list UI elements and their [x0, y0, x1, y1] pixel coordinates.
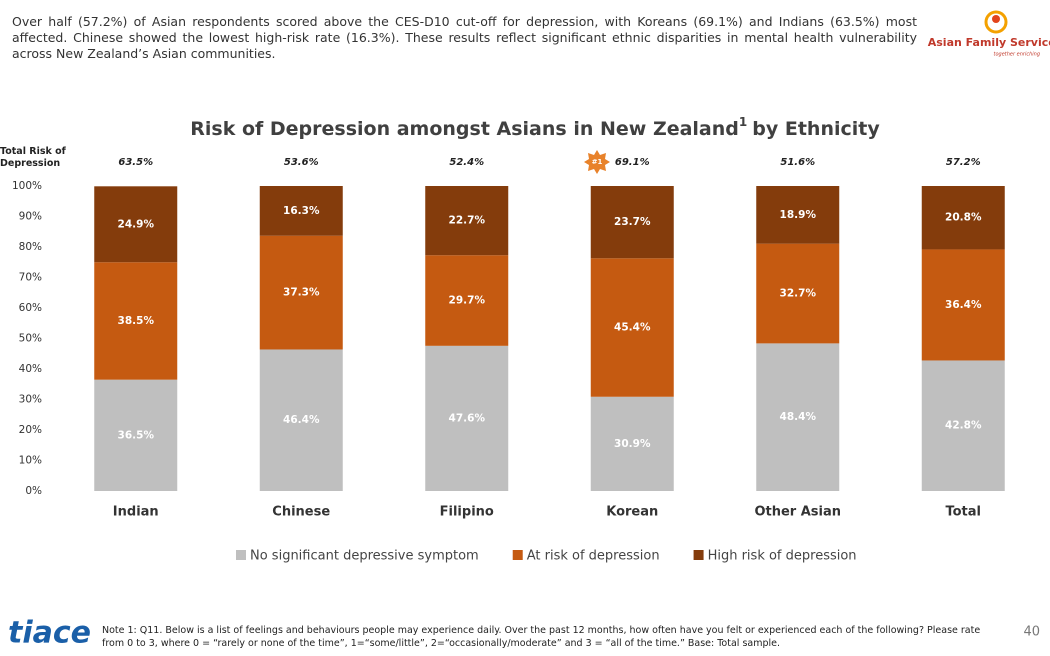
- value-label: 24.9%: [118, 218, 155, 230]
- value-label: 42.8%: [945, 420, 982, 432]
- legend-swatch: [236, 550, 246, 560]
- y-tick-label: 20%: [19, 424, 42, 436]
- x-tick-label: Chinese: [272, 505, 330, 520]
- logo-tagline: together enriching: [994, 52, 1040, 58]
- bar-segment: [756, 343, 840, 491]
- x-tick-label: Other Asian: [754, 505, 841, 520]
- value-label: 38.5%: [118, 315, 155, 327]
- y-tick-label: 90%: [19, 211, 42, 223]
- value-label: 20.8%: [945, 212, 982, 224]
- y-tick-label: 100%: [12, 180, 42, 192]
- value-label: 37.3%: [283, 287, 320, 299]
- bar-segment: [921, 249, 1005, 361]
- bar-segment: [259, 186, 343, 236]
- y-tick-label: 70%: [19, 272, 42, 284]
- bar-segment: [259, 235, 343, 350]
- bar-segment: [259, 349, 343, 491]
- total-label: 53.6%: [284, 157, 319, 168]
- bar-segment: [756, 186, 840, 244]
- bar-segment: [921, 360, 1005, 491]
- totals-title: Total Risk of Depression: [0, 146, 66, 169]
- value-label: 46.4%: [283, 414, 320, 426]
- bar-segment: [425, 345, 509, 491]
- bar-segment: [425, 255, 509, 346]
- intro-text: Over half (57.2%) of Asian respondents s…: [12, 14, 917, 61]
- value-label: 36.5%: [118, 429, 155, 441]
- total-label: 63.5%: [118, 157, 153, 168]
- title-main: Risk of Depression amongst Asians in New…: [190, 118, 739, 140]
- logo-dot: [992, 15, 1000, 23]
- value-label: 36.4%: [945, 299, 982, 311]
- value-label: 45.4%: [614, 322, 651, 334]
- bar-segment: [425, 186, 509, 256]
- value-label: 18.9%: [780, 209, 817, 221]
- bar-segment: [590, 396, 674, 491]
- bar-segment: [756, 243, 840, 344]
- legend-label: No significant depressive symptom: [250, 549, 479, 564]
- logo-icon: [984, 10, 1008, 34]
- value-label: 22.7%: [449, 215, 486, 227]
- value-label: 30.9%: [614, 438, 651, 450]
- x-tick-label: Korean: [606, 505, 658, 520]
- bar-segment: [590, 258, 674, 397]
- rank-badge: [584, 150, 610, 174]
- legend-swatch: [512, 550, 523, 560]
- value-label: 48.4%: [780, 411, 817, 423]
- title-sup: 1: [739, 115, 747, 129]
- y-tick-label: 10%: [19, 455, 42, 467]
- page-number: 40: [1023, 625, 1040, 640]
- y-tick-label: 30%: [19, 394, 42, 406]
- value-label: 29.7%: [449, 295, 486, 307]
- logo-ring: [984, 10, 1008, 34]
- bar-segment: [921, 186, 1005, 250]
- brand-logo: tiace: [8, 616, 91, 651]
- value-label: 32.7%: [780, 288, 817, 300]
- bar-segment: [94, 262, 178, 380]
- x-tick-label: Filipino: [440, 505, 494, 520]
- totals-title-box: Total Risk of Depression: [0, 146, 66, 169]
- total-label: 57.2%: [946, 157, 981, 168]
- logo-name: Asian Family Services: [928, 36, 1050, 49]
- x-tick-label: Indian: [113, 505, 159, 520]
- legend-swatch: [693, 550, 704, 560]
- bar-segment: [590, 186, 674, 259]
- footnote: Note 1: Q11. Below is a list of feelings…: [102, 625, 981, 649]
- y-tick-label: 60%: [19, 302, 42, 314]
- value-label: 47.6%: [449, 412, 486, 424]
- bar-segment: [94, 379, 178, 491]
- y-tick-label: 0%: [25, 485, 42, 497]
- total-label: 51.6%: [780, 157, 815, 168]
- bar-segment: [94, 186, 178, 263]
- y-tick-label: 80%: [19, 241, 42, 253]
- y-tick-label: 40%: [19, 363, 42, 375]
- rank-badge-label: #1: [592, 158, 603, 166]
- total-label: 69.1%: [615, 157, 650, 168]
- x-tick-label: Total: [945, 505, 981, 520]
- value-label: 23.7%: [614, 216, 651, 228]
- legend-label: High risk of depression: [708, 549, 857, 564]
- chart-title: Risk of Depression amongst Asians in New…: [190, 115, 880, 140]
- legend-label: At risk of depression: [527, 549, 660, 564]
- y-tick-label: 50%: [19, 333, 42, 345]
- value-label: 16.3%: [283, 205, 320, 217]
- total-label: 52.4%: [449, 157, 484, 168]
- title-suffix: by Ethnicity: [752, 118, 880, 140]
